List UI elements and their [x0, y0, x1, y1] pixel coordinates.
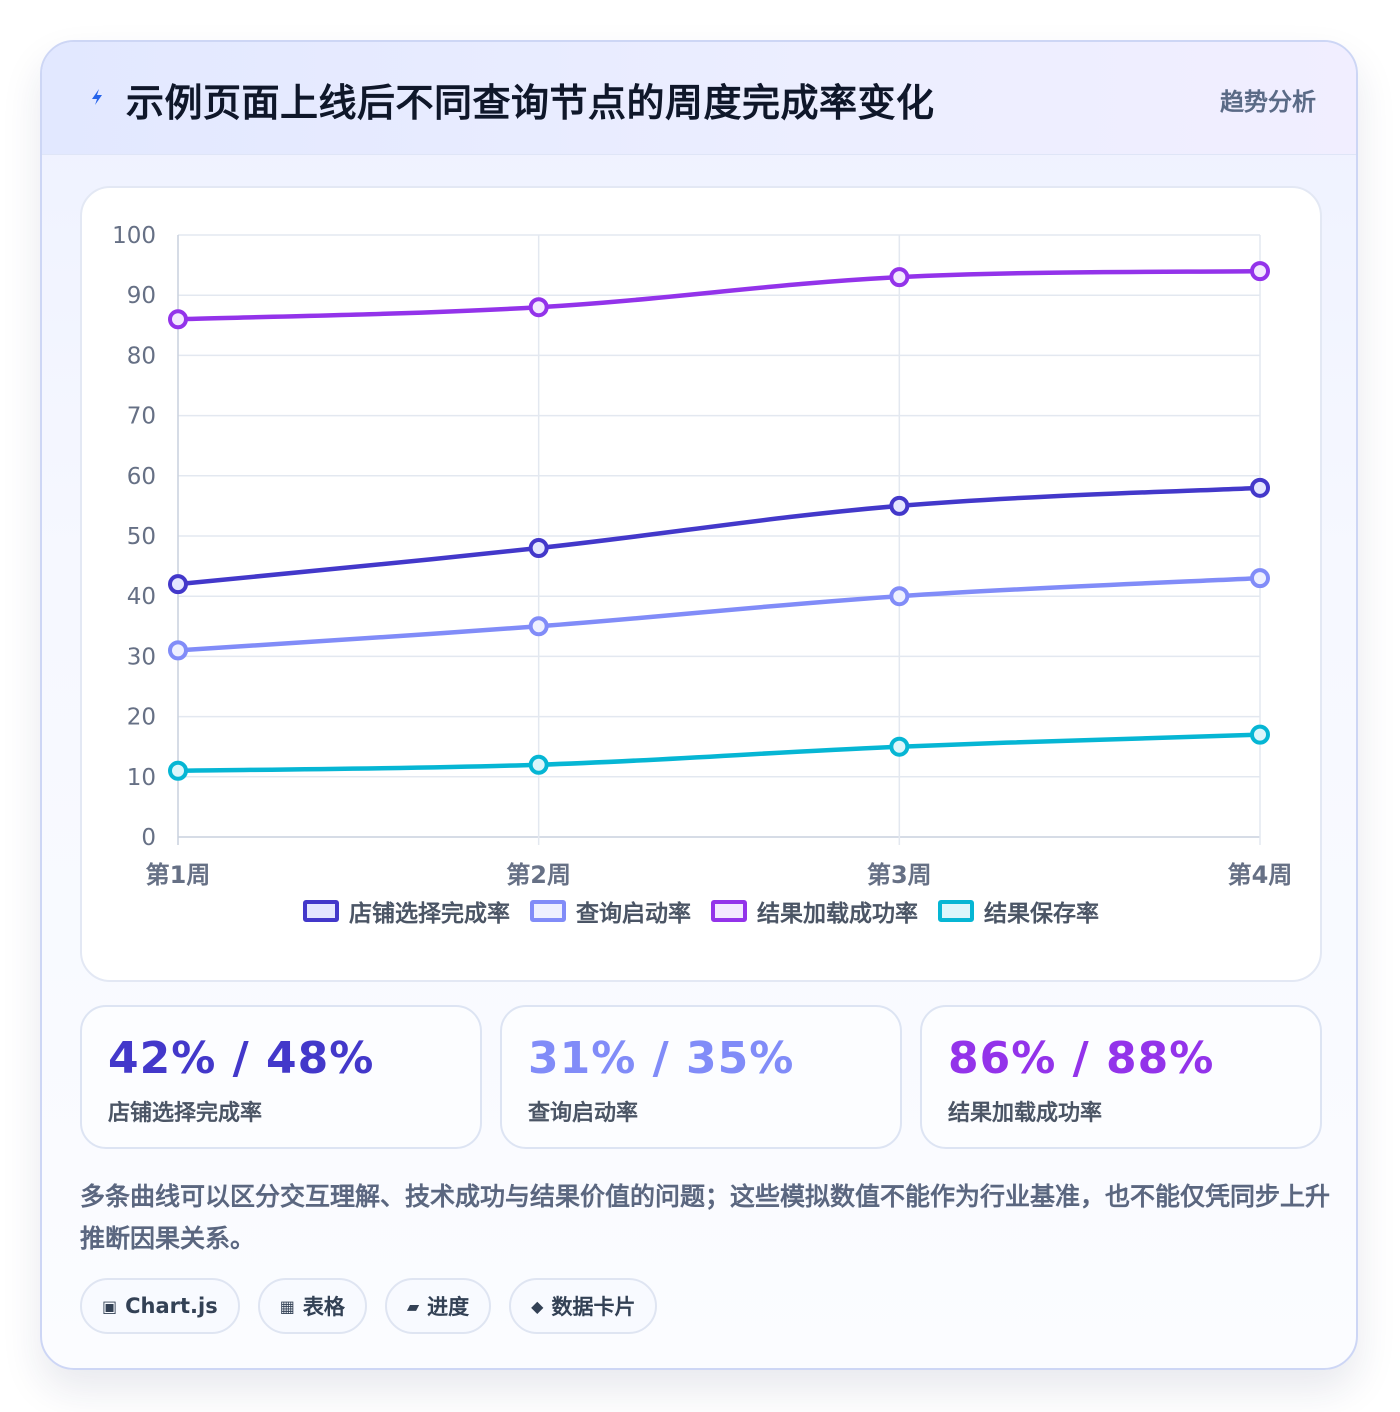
table-icon: ▦ — [279, 1296, 295, 1316]
data-point — [168, 760, 188, 781]
series-line — [175, 485, 1263, 587]
data-point — [168, 640, 188, 661]
chip-label: Chart.js — [125, 1294, 218, 1318]
y-tick-label: 50 — [127, 524, 156, 550]
data-point — [528, 754, 549, 775]
trend-card: 示例页面上线后不同查询节点的周度完成率变化 趋势分析 0 10 20 30 40 50 60… — [40, 40, 1358, 1370]
legend-label: 店铺选择完成率 — [349, 901, 510, 927]
stat-label: 查询启动率 — [528, 1101, 639, 1126]
stat-label: 店铺选择完成率 — [108, 1101, 263, 1126]
data-point — [889, 495, 910, 516]
x-tick-label: 第3周 — [867, 861, 932, 888]
card-icon: ◆ — [531, 1296, 544, 1316]
legend-item[interactable]: 店铺选择完成率 — [303, 894, 510, 928]
data-point — [528, 538, 549, 559]
stat-value: 86% / 88% — [948, 1033, 1215, 1084]
stat-value: 31% / 35% — [528, 1033, 795, 1084]
chip-progress[interactable]: ▰ 进度 — [384, 1278, 492, 1334]
stat-card-store-selection: 42% / 48% 店铺选择完成率 — [80, 1005, 482, 1149]
legend-label: 结果加载成功率 — [757, 901, 918, 927]
legend-label: 结果保存率 — [984, 901, 1099, 927]
chip-chartjs[interactable]: ▣ Chart.js — [80, 1278, 240, 1334]
y-tick-label: 90 — [127, 283, 156, 309]
chart-panel: 0 10 20 30 40 50 60 70 80 90 100 第1周 第2周 第3周 第4周 店铺选择完… — [80, 186, 1322, 982]
y-tick-label: 30 — [127, 644, 156, 670]
legend-swatch — [530, 900, 566, 922]
legend-swatch — [938, 900, 974, 922]
y-tick-label: 100 — [112, 223, 156, 249]
y-tick-label: 60 — [127, 464, 156, 490]
trend-analysis-tag: 趋势分析 — [1220, 88, 1316, 116]
data-point — [1250, 261, 1270, 282]
y-tick-label: 10 — [127, 765, 156, 791]
y-tick-label: 70 — [127, 404, 156, 430]
stat-cards: 42% / 48% 店铺选择完成率 31% / 35% 查询启动率 86% / … — [80, 1005, 1322, 1149]
progress-icon: ▰ — [406, 1296, 420, 1316]
chart-note: 多条曲线可以区分交互理解、技术成功与结果价值的问题；这些模拟数值不能作为行业基准… — [80, 1182, 1331, 1253]
legend-item[interactable]: 结果保存率 — [938, 894, 1099, 928]
chart-legend: 店铺选择完成率 查询启动率 结果加载成功率 结果保存率 — [82, 894, 1320, 928]
lightning-icon — [92, 89, 102, 105]
card-header: 示例页面上线后不同查询节点的周度完成率变化 趋势分析 — [42, 42, 1356, 155]
chip-table[interactable]: ▦ 表格 — [257, 1278, 367, 1334]
data-point — [168, 309, 188, 330]
y-tick-label: 20 — [127, 705, 156, 731]
data-point — [889, 586, 910, 607]
stat-card-query-start: 31% / 35% 查询启动率 — [500, 1005, 902, 1149]
chip-data-card[interactable]: ◆ 数据卡片 — [509, 1278, 658, 1334]
chip-label: 进度 — [427, 1295, 470, 1319]
data-point — [168, 574, 188, 595]
y-tick-label: 40 — [127, 584, 156, 610]
legend-label: 查询启动率 — [576, 901, 691, 927]
line-chart: 0 10 20 30 40 50 60 70 80 90 100 第1周 第2周 第3周 第4周 — [112, 223, 1293, 888]
chart-icon: ▣ — [102, 1296, 118, 1316]
legend-swatch — [303, 900, 339, 922]
series-line — [175, 575, 1263, 653]
data-point — [528, 616, 549, 637]
x-tick-label: 第1周 — [146, 861, 211, 888]
stat-label: 结果加载成功率 — [948, 1101, 1103, 1126]
data-point — [889, 736, 910, 757]
chip-label: 数据卡片 — [551, 1295, 636, 1319]
data-point — [1250, 477, 1270, 498]
x-tick-label: 第4周 — [1228, 861, 1293, 888]
chip-label: 表格 — [302, 1295, 345, 1319]
legend-item[interactable]: 查询启动率 — [530, 894, 691, 928]
series-line — [175, 732, 1263, 774]
stat-value: 42% / 48% — [108, 1033, 375, 1084]
data-point — [889, 267, 910, 288]
tech-chips: ▣ Chart.js ▦ 表格 ▰ 进度 ◆ 数据卡片 — [80, 1278, 658, 1334]
data-point — [528, 297, 549, 318]
y-tick-label: 0 — [141, 825, 156, 851]
data-point — [1250, 568, 1270, 589]
legend-item[interactable]: 结果加载成功率 — [711, 894, 918, 928]
series-line — [175, 268, 1263, 322]
legend-swatch — [711, 900, 747, 922]
x-tick-label: 第2周 — [506, 861, 571, 888]
page-title: 示例页面上线后不同查询节点的周度完成率变化 — [126, 81, 935, 125]
y-tick-label: 80 — [127, 343, 156, 369]
data-point — [1250, 724, 1270, 745]
stat-card-result-load: 86% / 88% 结果加载成功率 — [920, 1005, 1322, 1149]
